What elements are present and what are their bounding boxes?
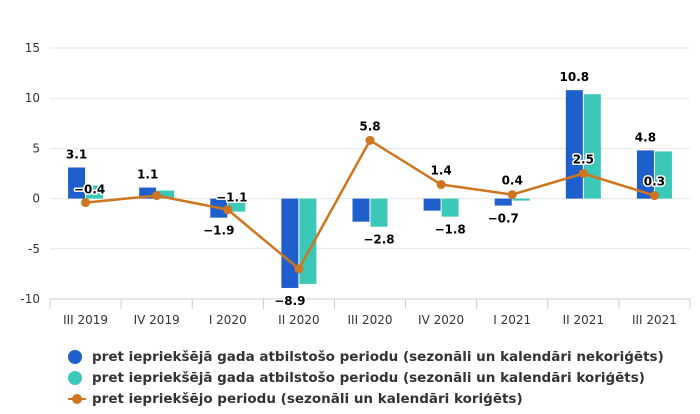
data-label: −0.7	[488, 212, 519, 226]
data-label: −1.9	[203, 224, 234, 238]
data-label: 2.5	[573, 153, 594, 167]
bar	[565, 90, 583, 199]
bar	[68, 167, 86, 199]
data-label: 3.1	[66, 147, 87, 161]
x-tick-label: II 2021	[563, 313, 604, 327]
x-tick-label: II 2020	[278, 313, 319, 327]
bar	[352, 198, 370, 222]
line-point	[223, 205, 233, 215]
x-tick-label: IV 2019	[134, 313, 180, 327]
legend-item-korigets[interactable]: pret iepriekšējā gada atbilstošo periodu…	[68, 367, 664, 388]
bar	[281, 198, 299, 288]
legend-label: pret iepriekšējā gada atbilstošo periodu…	[92, 369, 645, 386]
bar	[86, 185, 104, 199]
x-tick-label: I 2021	[493, 313, 531, 327]
line-point	[436, 180, 446, 190]
data-label: 1.4	[430, 164, 451, 178]
legend-marker-teal-circle	[68, 370, 82, 385]
y-tick-label: 15	[25, 41, 40, 55]
chart-legend: pret iepriekšējā gada atbilstošo periodu…	[68, 346, 664, 409]
bar	[512, 198, 530, 201]
data-label: 0.3	[644, 175, 665, 189]
line-point	[578, 169, 588, 178]
data-label: −8.9	[274, 294, 305, 308]
bar	[441, 198, 459, 217]
line-point	[294, 264, 304, 274]
data-label: −0.4	[74, 183, 105, 197]
legend-label: pret iepriekšējo periodu (sezonāli un ka…	[92, 390, 523, 407]
x-tick-label: III 2019	[63, 313, 108, 327]
data-label: −1.8	[434, 223, 465, 237]
y-tick-label: 5	[32, 141, 40, 155]
line-point	[365, 135, 375, 145]
bar	[139, 187, 157, 199]
x-tick-label: III 2020	[348, 313, 393, 327]
data-label: 0.4	[502, 174, 523, 188]
legend-label: pret iepriekšējā gada atbilstošo periodu…	[92, 348, 664, 365]
bar	[423, 198, 441, 211]
bar	[228, 198, 246, 212]
line-point	[507, 190, 517, 200]
x-tick-label: III 2021	[632, 313, 677, 327]
legend-item-iepriekšejo-periodu[interactable]: pret iepriekšējo periodu (sezonāli un ka…	[68, 388, 664, 409]
x-tick-label: I 2020	[209, 313, 247, 327]
chart-plot: -10 -5 0 5 10 15 III 2019 IV 2019 I 2020 II 2020 I…	[20, 41, 691, 327]
line-point	[152, 191, 162, 201]
line-point	[649, 191, 659, 201]
y-tick-label: 10	[25, 91, 40, 105]
legend-marker-orange-line	[68, 392, 86, 406]
data-label: 4.8	[635, 130, 656, 144]
data-label: −2.8	[363, 233, 394, 247]
y-tick-label: -5	[28, 242, 40, 256]
bar	[157, 190, 175, 199]
legend-marker-blue-circle	[68, 349, 82, 364]
y-tick-label: -10	[20, 292, 40, 306]
data-label: 10.8	[560, 70, 590, 84]
data-label: 1.1	[137, 168, 158, 182]
bar	[370, 198, 388, 227]
bar	[654, 151, 672, 199]
data-label: −1.1	[216, 191, 247, 205]
bar	[494, 198, 512, 206]
x-tick-label: IV 2020	[418, 313, 464, 327]
data-label: 5.8	[359, 119, 380, 133]
y-tick-label: 0	[32, 192, 40, 206]
bar	[636, 150, 654, 199]
legend-item-nekorigets[interactable]: pret iepriekšējā gada atbilstošo periodu…	[68, 346, 664, 367]
bar	[583, 94, 601, 199]
line-point	[81, 198, 91, 208]
